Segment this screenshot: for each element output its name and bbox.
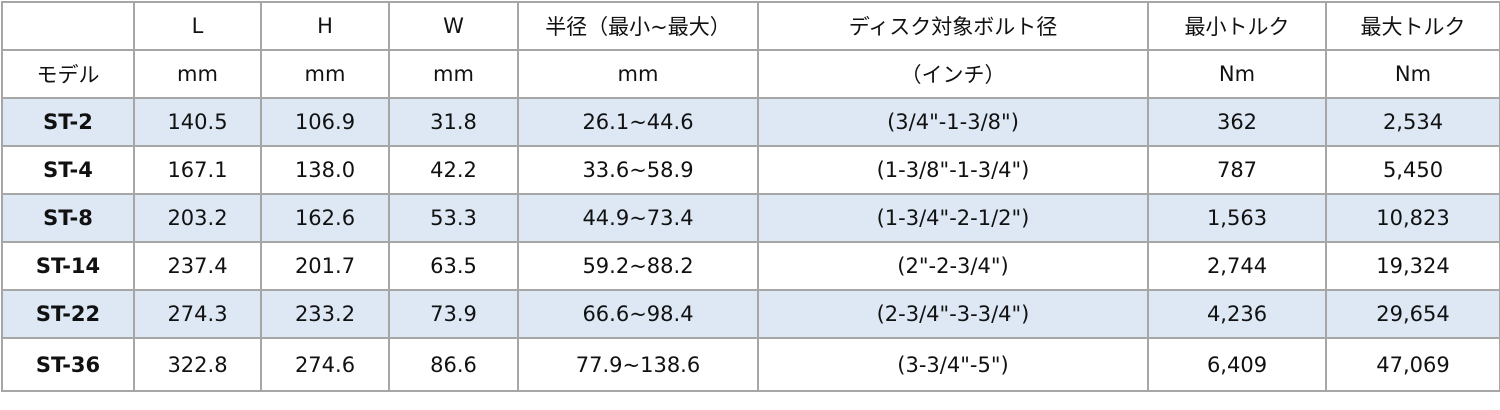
data-row: ST-2 140.5 106.9 31.8 26.1~44.6 (3/4"-1-3/8")… bbox=[1, 97, 1500, 147]
unit-cell: mm bbox=[260, 49, 390, 99]
table-body: L H W 半径（最小~最大） ディスク対象ボルト径 最小トルク 最大トルク モデル mm mm m… bbox=[1, 1, 1500, 392]
header-cell: 最小トルク bbox=[1147, 1, 1327, 51]
value-cell: 274.3 bbox=[133, 289, 262, 339]
header-cell: 半径（最小~最大） bbox=[517, 1, 759, 51]
unit-cell: Nm bbox=[1325, 49, 1500, 99]
value-cell: 106.9 bbox=[260, 97, 390, 147]
value-cell: 19,324 bbox=[1325, 241, 1500, 291]
unit-cell: mm bbox=[388, 49, 519, 99]
value-cell: 162.6 bbox=[260, 193, 390, 243]
value-cell: (2"-2-3/4") bbox=[757, 241, 1149, 291]
value-cell: 5,450 bbox=[1325, 145, 1500, 195]
value-cell: 66.6~98.4 bbox=[517, 289, 759, 339]
value-cell: 203.2 bbox=[133, 193, 262, 243]
spec-table: L H W 半径（最小~最大） ディスク対象ボルト径 最小トルク 最大トルク モデル mm mm m… bbox=[1, 1, 1500, 392]
value-cell: 2,744 bbox=[1147, 241, 1327, 291]
value-cell: 73.9 bbox=[388, 289, 519, 339]
data-row: ST-4 167.1 138.0 42.2 33.6~58.9 (1-3/8"-1-3/4… bbox=[1, 145, 1500, 195]
value-cell: 86.6 bbox=[388, 337, 519, 392]
value-cell: 53.3 bbox=[388, 193, 519, 243]
value-cell: 31.8 bbox=[388, 97, 519, 147]
model-cell: ST-4 bbox=[1, 145, 135, 195]
unit-cell: （インチ） bbox=[757, 49, 1149, 99]
corner-cell bbox=[1, 1, 135, 51]
value-cell: 44.9~73.4 bbox=[517, 193, 759, 243]
value-cell: 59.2~88.2 bbox=[517, 241, 759, 291]
value-cell: 77.9~138.6 bbox=[517, 337, 759, 392]
value-cell: 322.8 bbox=[133, 337, 262, 392]
value-cell: 26.1~44.6 bbox=[517, 97, 759, 147]
unit-cell: mm bbox=[133, 49, 262, 99]
value-cell: 33.6~58.9 bbox=[517, 145, 759, 195]
value-cell: (2-3/4"-3-3/4") bbox=[757, 289, 1149, 339]
value-cell: 274.6 bbox=[260, 337, 390, 392]
value-cell: 138.0 bbox=[260, 145, 390, 195]
value-cell: (1-3/8"-1-3/4") bbox=[757, 145, 1149, 195]
value-cell: (3-3/4"-5") bbox=[757, 337, 1149, 392]
data-row: ST-14 237.4 201.7 63.5 59.2~88.2 (2"-2-3/4") 2… bbox=[1, 241, 1500, 291]
value-cell: 362 bbox=[1147, 97, 1327, 147]
value-cell: 167.1 bbox=[133, 145, 262, 195]
unit-cell: mm bbox=[517, 49, 759, 99]
value-cell: (1-3/4"-2-1/2") bbox=[757, 193, 1149, 243]
model-cell: ST-14 bbox=[1, 241, 135, 291]
value-cell: 4,236 bbox=[1147, 289, 1327, 339]
header-cell: 最大トルク bbox=[1325, 1, 1500, 51]
value-cell: 233.2 bbox=[260, 289, 390, 339]
header-row: L H W 半径（最小~最大） ディスク対象ボルト径 最小トルク 最大トルク bbox=[1, 1, 1500, 51]
header-cell: W bbox=[388, 1, 519, 51]
model-cell: ST-2 bbox=[1, 97, 135, 147]
value-cell: 237.4 bbox=[133, 241, 262, 291]
value-cell: 1,563 bbox=[1147, 193, 1327, 243]
data-row: ST-36 322.8 274.6 86.6 77.9~138.6 (3-3/4"-5")… bbox=[1, 337, 1500, 392]
header-cell: ディスク対象ボルト径 bbox=[757, 1, 1149, 51]
value-cell: 6,409 bbox=[1147, 337, 1327, 392]
value-cell: 10,823 bbox=[1325, 193, 1500, 243]
value-cell: 63.5 bbox=[388, 241, 519, 291]
value-cell: 2,534 bbox=[1325, 97, 1500, 147]
value-cell: 47,069 bbox=[1325, 337, 1500, 392]
data-row: ST-22 274.3 233.2 73.9 66.6~98.4 (2-3/4"-3-3/… bbox=[1, 289, 1500, 339]
header-cell: L bbox=[133, 1, 262, 51]
value-cell: 787 bbox=[1147, 145, 1327, 195]
header-cell: H bbox=[260, 1, 390, 51]
value-cell: 42.2 bbox=[388, 145, 519, 195]
value-cell: 201.7 bbox=[260, 241, 390, 291]
value-cell: (3/4"-1-3/8") bbox=[757, 97, 1149, 147]
unit-row: モデル mm mm mm mm （インチ） Nm Nm bbox=[1, 49, 1500, 99]
value-cell: 29,654 bbox=[1325, 289, 1500, 339]
model-cell: ST-8 bbox=[1, 193, 135, 243]
data-row: ST-8 203.2 162.6 53.3 44.9~73.4 (1-3/4"-2-1/2… bbox=[1, 193, 1500, 243]
model-cell: ST-22 bbox=[1, 289, 135, 339]
value-cell: 140.5 bbox=[133, 97, 262, 147]
unit-cell: Nm bbox=[1147, 49, 1327, 99]
unit-cell: モデル bbox=[1, 49, 135, 99]
model-cell: ST-36 bbox=[1, 337, 135, 392]
